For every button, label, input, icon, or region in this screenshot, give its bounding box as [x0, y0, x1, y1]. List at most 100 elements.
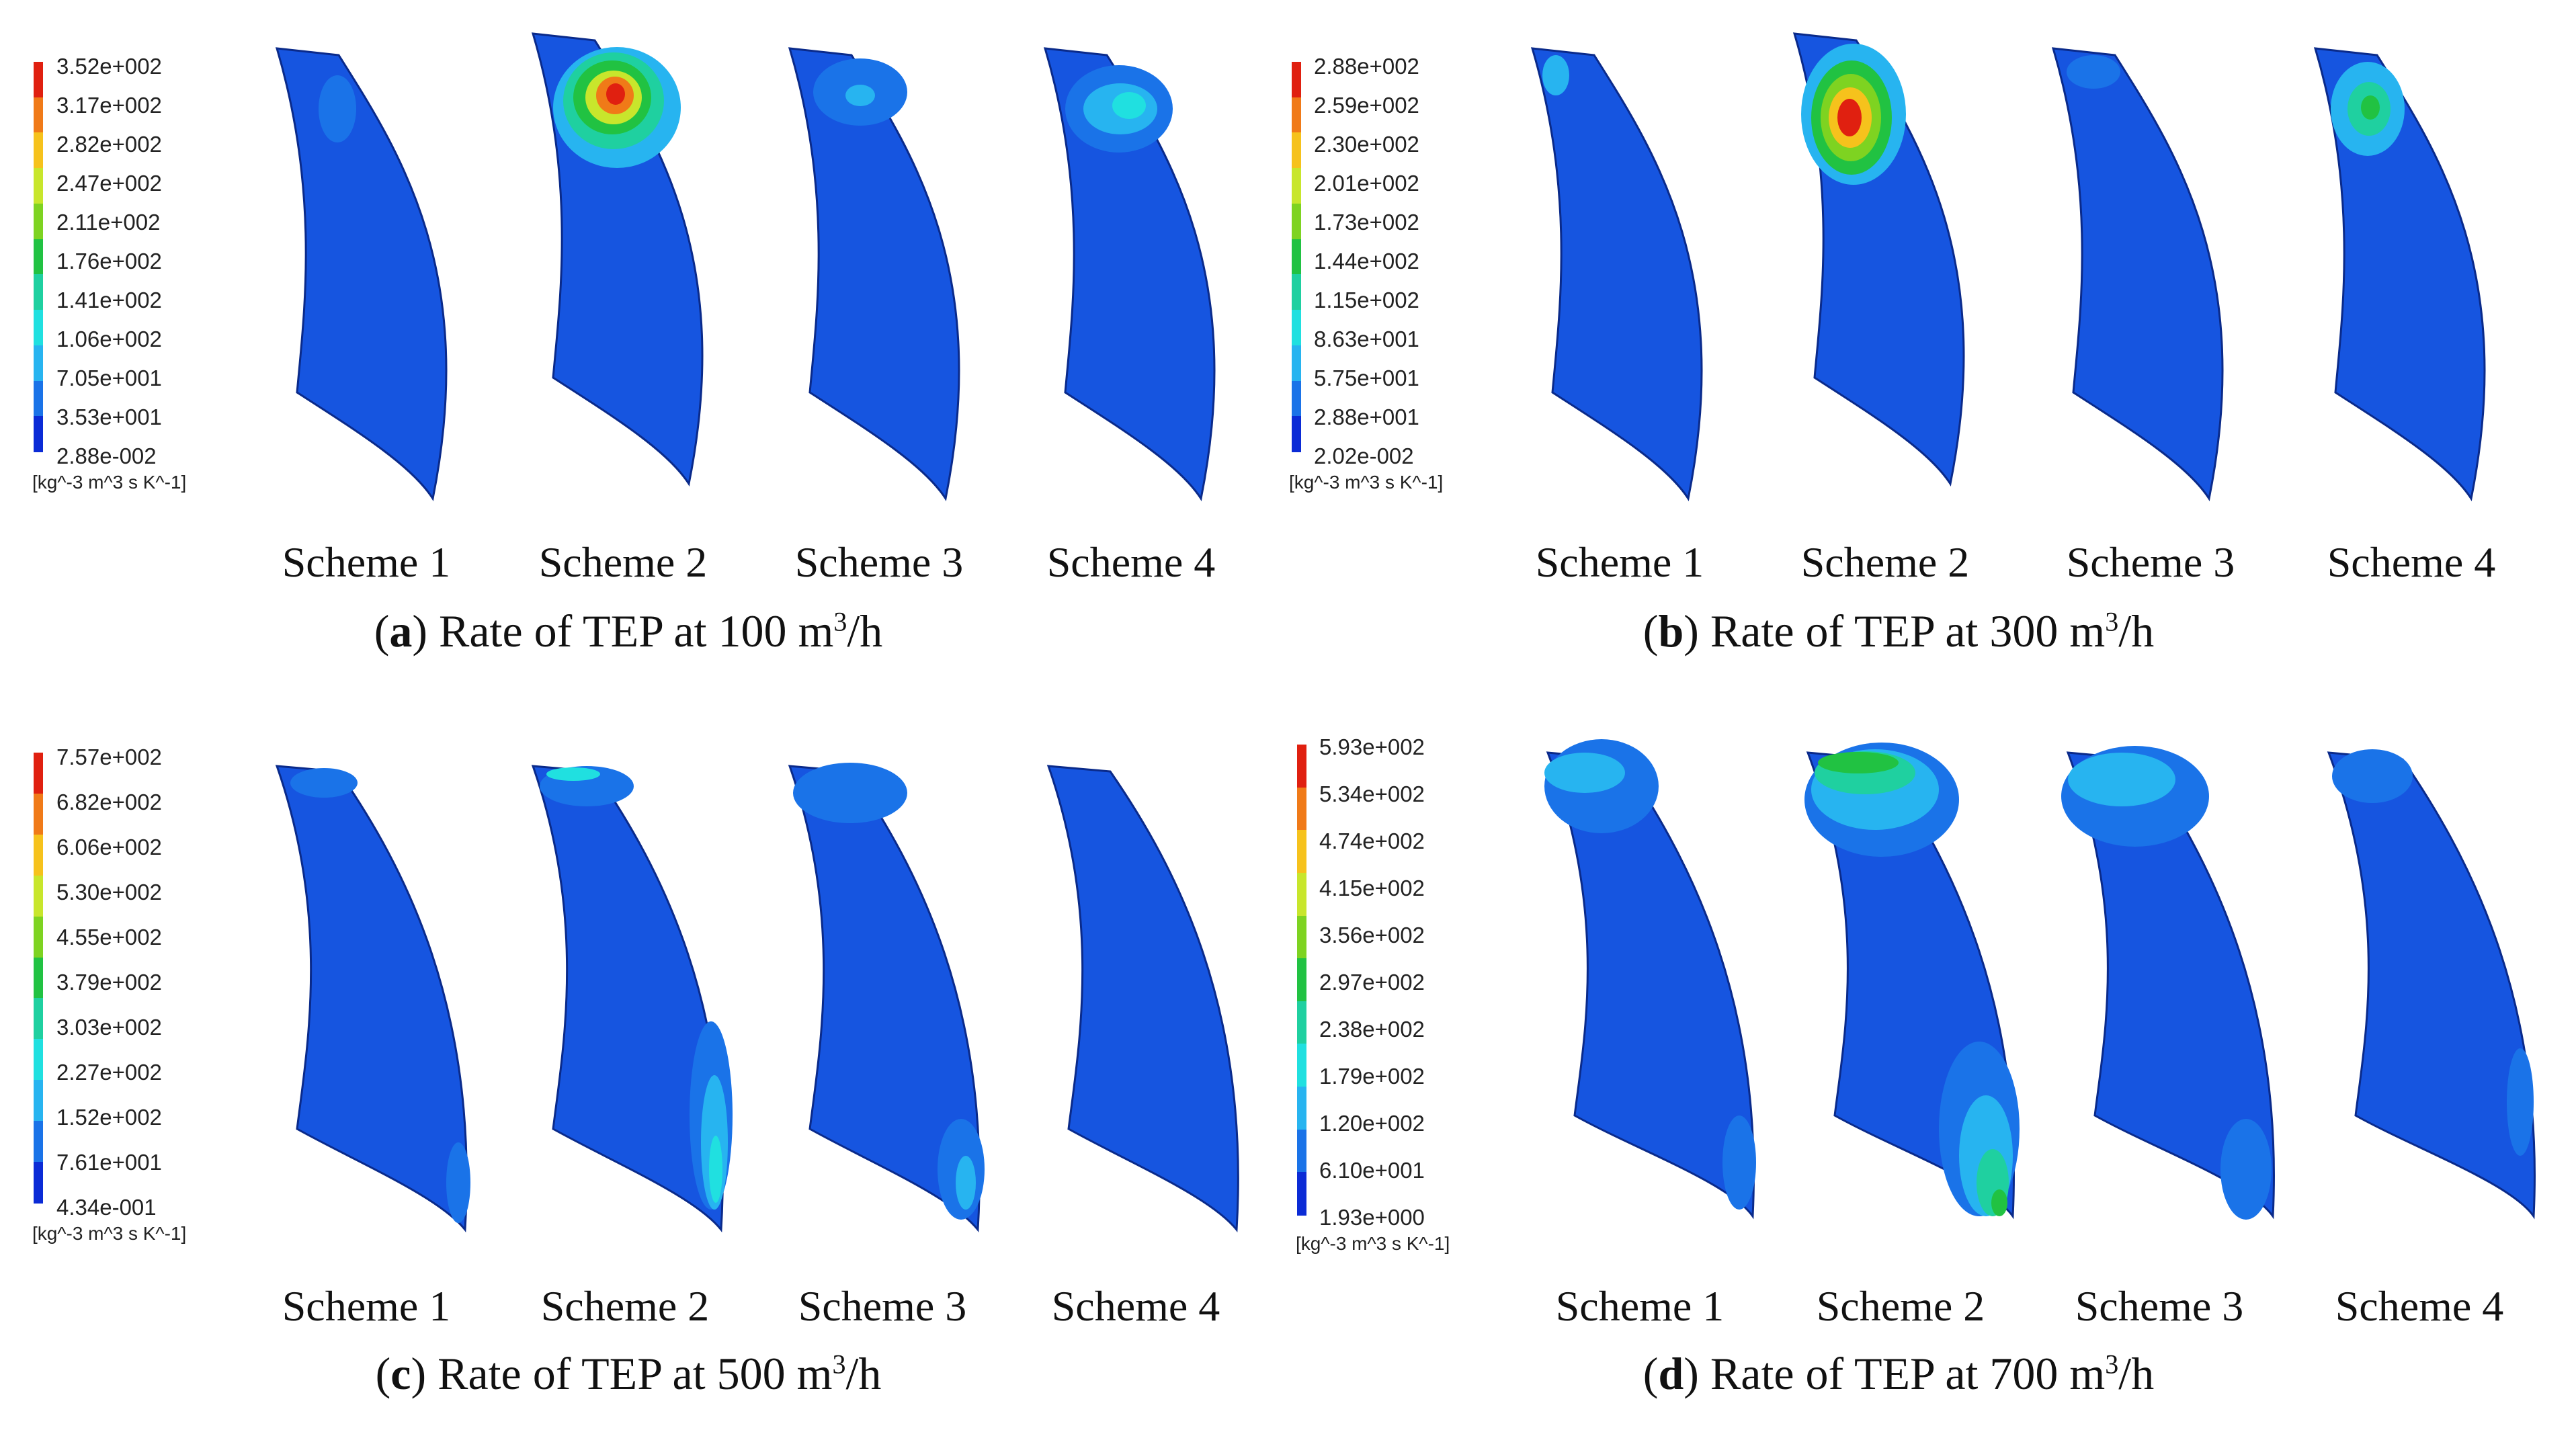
legend-label: 4.15e+002	[1319, 876, 1425, 900]
legend-color-segment	[1292, 416, 1301, 452]
legend-colorbar-a	[34, 62, 43, 452]
legend-color-segment	[1297, 958, 1306, 1002]
legend-color-segment	[34, 753, 43, 794]
legend-color-segment	[34, 1121, 43, 1163]
legend-label: 7.57e+002	[56, 745, 162, 769]
legend-label: 2.82e+002	[56, 132, 162, 157]
legend-label: 1.52e+002	[56, 1105, 162, 1130]
legend-label: 1.79e+002	[1319, 1064, 1425, 1089]
caption-c: (c) Rate of TEP at 500 m3/h	[375, 1348, 882, 1399]
legend-label: 1.41e+002	[56, 288, 162, 312]
legend-color-segment	[1292, 274, 1301, 311]
blade-d-scheme-4	[2327, 749, 2536, 1218]
legend-colorbar-b	[1292, 62, 1301, 452]
legend-label: 6.06e+002	[56, 835, 162, 859]
legend-label: 3.56e+002	[1319, 923, 1425, 947]
legend-label: 6.82e+002	[56, 790, 162, 814]
legend-unit: [kg^-3 m^3 s K^-1]	[1296, 1233, 1450, 1254]
legend-label: 4.74e+002	[1319, 829, 1425, 853]
legend-label: 5.30e+002	[56, 880, 162, 904]
legend-color-segment	[1292, 132, 1301, 169]
legend-label: 8.63e+001	[1314, 327, 1419, 351]
legend-unit: [kg^-3 m^3 s K^-1]	[32, 1223, 187, 1244]
legend-color-segment	[34, 345, 43, 382]
legend-color-segment	[1297, 745, 1306, 788]
legend-label: 3.53e+001	[56, 405, 162, 429]
legend-color-segment	[34, 793, 43, 835]
blade-b-scheme-2	[1793, 32, 1965, 485]
scheme-label: Scheme 3	[2075, 1282, 2244, 1330]
scheme-label: Scheme 2	[540, 1282, 710, 1330]
legend-label: 2.47e+002	[56, 171, 162, 196]
legend-color-segment	[1297, 1172, 1306, 1216]
legend-label: 2.97e+002	[1319, 970, 1425, 995]
legend-label: 6.10e+001	[1319, 1158, 1425, 1183]
caption-d: (d) Rate of TEP at 700 m3/h	[1643, 1348, 2155, 1399]
legend-unit: [kg^-3 m^3 s K^-1]	[1289, 472, 1444, 493]
legend-color-segment	[1297, 1129, 1306, 1173]
caption-b: (b) Rate of TEP at 300 m3/h	[1643, 605, 2155, 657]
legend-color-segment	[34, 916, 43, 958]
scheme-label: Scheme 4	[2335, 1282, 2504, 1330]
scheme-label: Scheme 1	[1555, 1282, 1725, 1330]
legend-color-segment	[34, 957, 43, 999]
legend-label: 1.15e+002	[1314, 288, 1419, 312]
blade-d-scheme-2	[1804, 743, 2020, 1218]
legend-label: 3.79e+002	[56, 970, 162, 995]
legend-color-segment	[34, 416, 43, 452]
blade-a-scheme-1	[276, 47, 448, 500]
legend-label: 2.88e+001	[1314, 405, 1419, 429]
scheme-label: Scheme 2	[538, 538, 708, 586]
scheme-label: Scheme 1	[282, 538, 451, 586]
legend-color-segment	[1292, 203, 1301, 240]
legend-label: 2.11e+002	[56, 210, 161, 235]
legend-color-segment	[1297, 915, 1306, 960]
legend-color-segment	[34, 239, 43, 276]
blade-c-scheme-4	[1047, 765, 1239, 1231]
legend-label: 1.44e+002	[1314, 249, 1419, 273]
legend-colorbar-d	[1297, 745, 1306, 1216]
caption-a: (a) Rate of TEP at 100 m3/h	[374, 605, 883, 657]
legend-color-segment	[1292, 97, 1301, 134]
legend-color-segment	[34, 998, 43, 1040]
legend-label: 7.61e+001	[56, 1150, 162, 1175]
legend-color-segment	[34, 834, 43, 876]
legend-label: 2.02e-002	[1314, 444, 1414, 468]
blade-a-scheme-3	[788, 47, 960, 500]
legend-label: 5.75e+001	[1314, 366, 1419, 390]
scheme-label: Scheme 1	[1535, 538, 1704, 586]
legend-color-segment	[34, 203, 43, 240]
legend-label: 1.20e+002	[1319, 1111, 1425, 1136]
legend-label: 1.93e+000	[1319, 1205, 1425, 1230]
legend-color-segment	[34, 1080, 43, 1122]
legend-label: 3.52e+002	[56, 54, 162, 79]
scheme-label: Scheme 4	[1046, 538, 1216, 586]
legend-color-segment	[1297, 1044, 1306, 1088]
legend-color-segment	[1297, 787, 1306, 831]
legend-label: 1.06e+002	[56, 327, 162, 351]
legend-color-segment	[1297, 872, 1306, 917]
blade-b-scheme-3	[2052, 47, 2224, 500]
legend-color-segment	[1292, 239, 1301, 276]
legend-label: 2.30e+002	[1314, 132, 1419, 157]
scheme-label: Scheme 2	[1800, 538, 1970, 586]
scheme-label: Scheme 2	[1816, 1282, 1985, 1330]
legend-color-segment	[34, 1039, 43, 1081]
legend-color-segment	[1297, 830, 1306, 874]
blade-a-scheme-2	[532, 32, 704, 485]
scheme-label: Scheme 1	[282, 1282, 451, 1330]
legend-color-segment	[34, 1162, 43, 1204]
legend-label: 2.88e-002	[56, 444, 157, 468]
legend-label: 3.03e+002	[56, 1015, 162, 1040]
legend-label: 2.27e+002	[56, 1060, 162, 1085]
legend-label: 5.93e+002	[1319, 734, 1425, 759]
legend-color-segment	[34, 62, 43, 98]
legend-colorbar-c	[34, 753, 43, 1204]
legend-color-segment	[34, 97, 43, 134]
legend-label: 2.59e+002	[1314, 93, 1419, 118]
legend-color-segment	[1292, 345, 1301, 382]
blade-d-scheme-1	[1544, 739, 1756, 1218]
legend-label: 5.34e+002	[1319, 782, 1425, 806]
legend-color-segment	[1297, 1001, 1306, 1045]
